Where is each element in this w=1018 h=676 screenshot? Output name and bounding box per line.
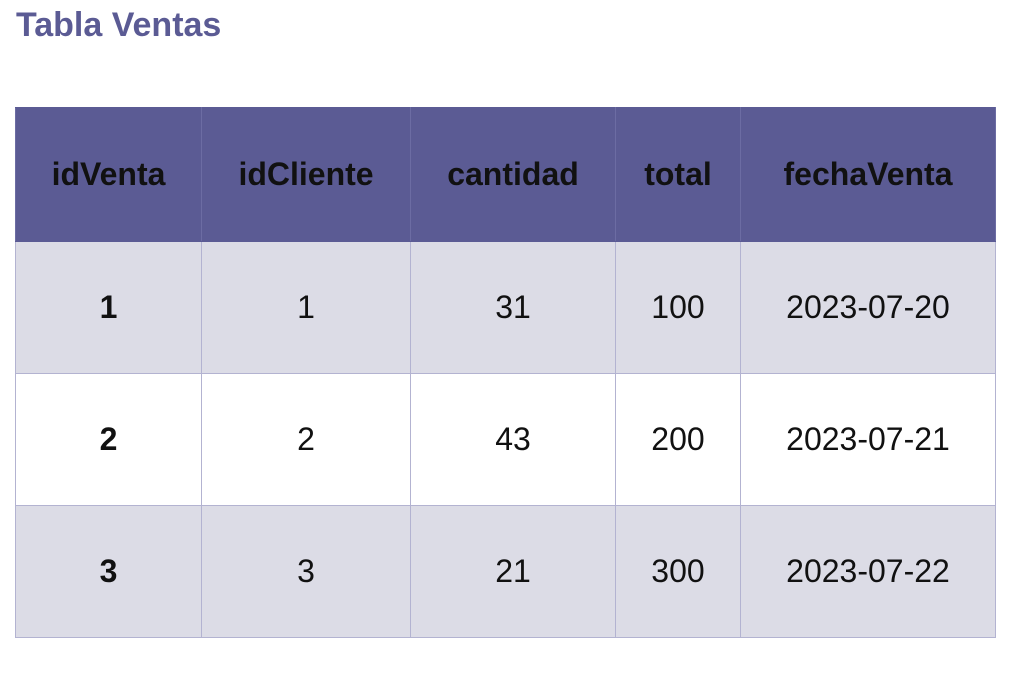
table-header: idVenta idCliente cantidad total fechaVe… xyxy=(15,107,996,242)
table-body: 1 1 31 100 2023-07-20 2 2 43 200 2023-07… xyxy=(15,241,996,638)
cell-total: 200 xyxy=(615,373,741,506)
column-header-cantidad: cantidad xyxy=(410,107,616,242)
table-row: 1 1 31 100 2023-07-20 xyxy=(15,241,996,374)
cell-total: 300 xyxy=(615,505,741,638)
cell-idventa: 1 xyxy=(15,241,202,374)
column-header-total: total xyxy=(615,107,741,242)
cell-idventa: 2 xyxy=(15,373,202,506)
cell-idventa: 3 xyxy=(15,505,202,638)
cell-idcliente: 3 xyxy=(201,505,411,638)
header-row: idVenta idCliente cantidad total fechaVe… xyxy=(15,107,996,242)
page-title: Tabla Ventas xyxy=(16,6,222,44)
column-header-idcliente: idCliente xyxy=(201,107,411,242)
cell-fechaventa: 2023-07-20 xyxy=(740,241,996,374)
cell-idcliente: 2 xyxy=(201,373,411,506)
table-row: 2 2 43 200 2023-07-21 xyxy=(15,373,996,506)
cell-fechaventa: 2023-07-22 xyxy=(740,505,996,638)
ventas-table: idVenta idCliente cantidad total fechaVe… xyxy=(15,107,996,638)
column-header-idventa: idVenta xyxy=(15,107,202,242)
cell-cantidad: 21 xyxy=(410,505,616,638)
table-row: 3 3 21 300 2023-07-22 xyxy=(15,505,996,638)
cell-cantidad: 31 xyxy=(410,241,616,374)
cell-total: 100 xyxy=(615,241,741,374)
cell-idcliente: 1 xyxy=(201,241,411,374)
cell-cantidad: 43 xyxy=(410,373,616,506)
cell-fechaventa: 2023-07-21 xyxy=(740,373,996,506)
column-header-fechaventa: fechaVenta xyxy=(740,107,996,242)
